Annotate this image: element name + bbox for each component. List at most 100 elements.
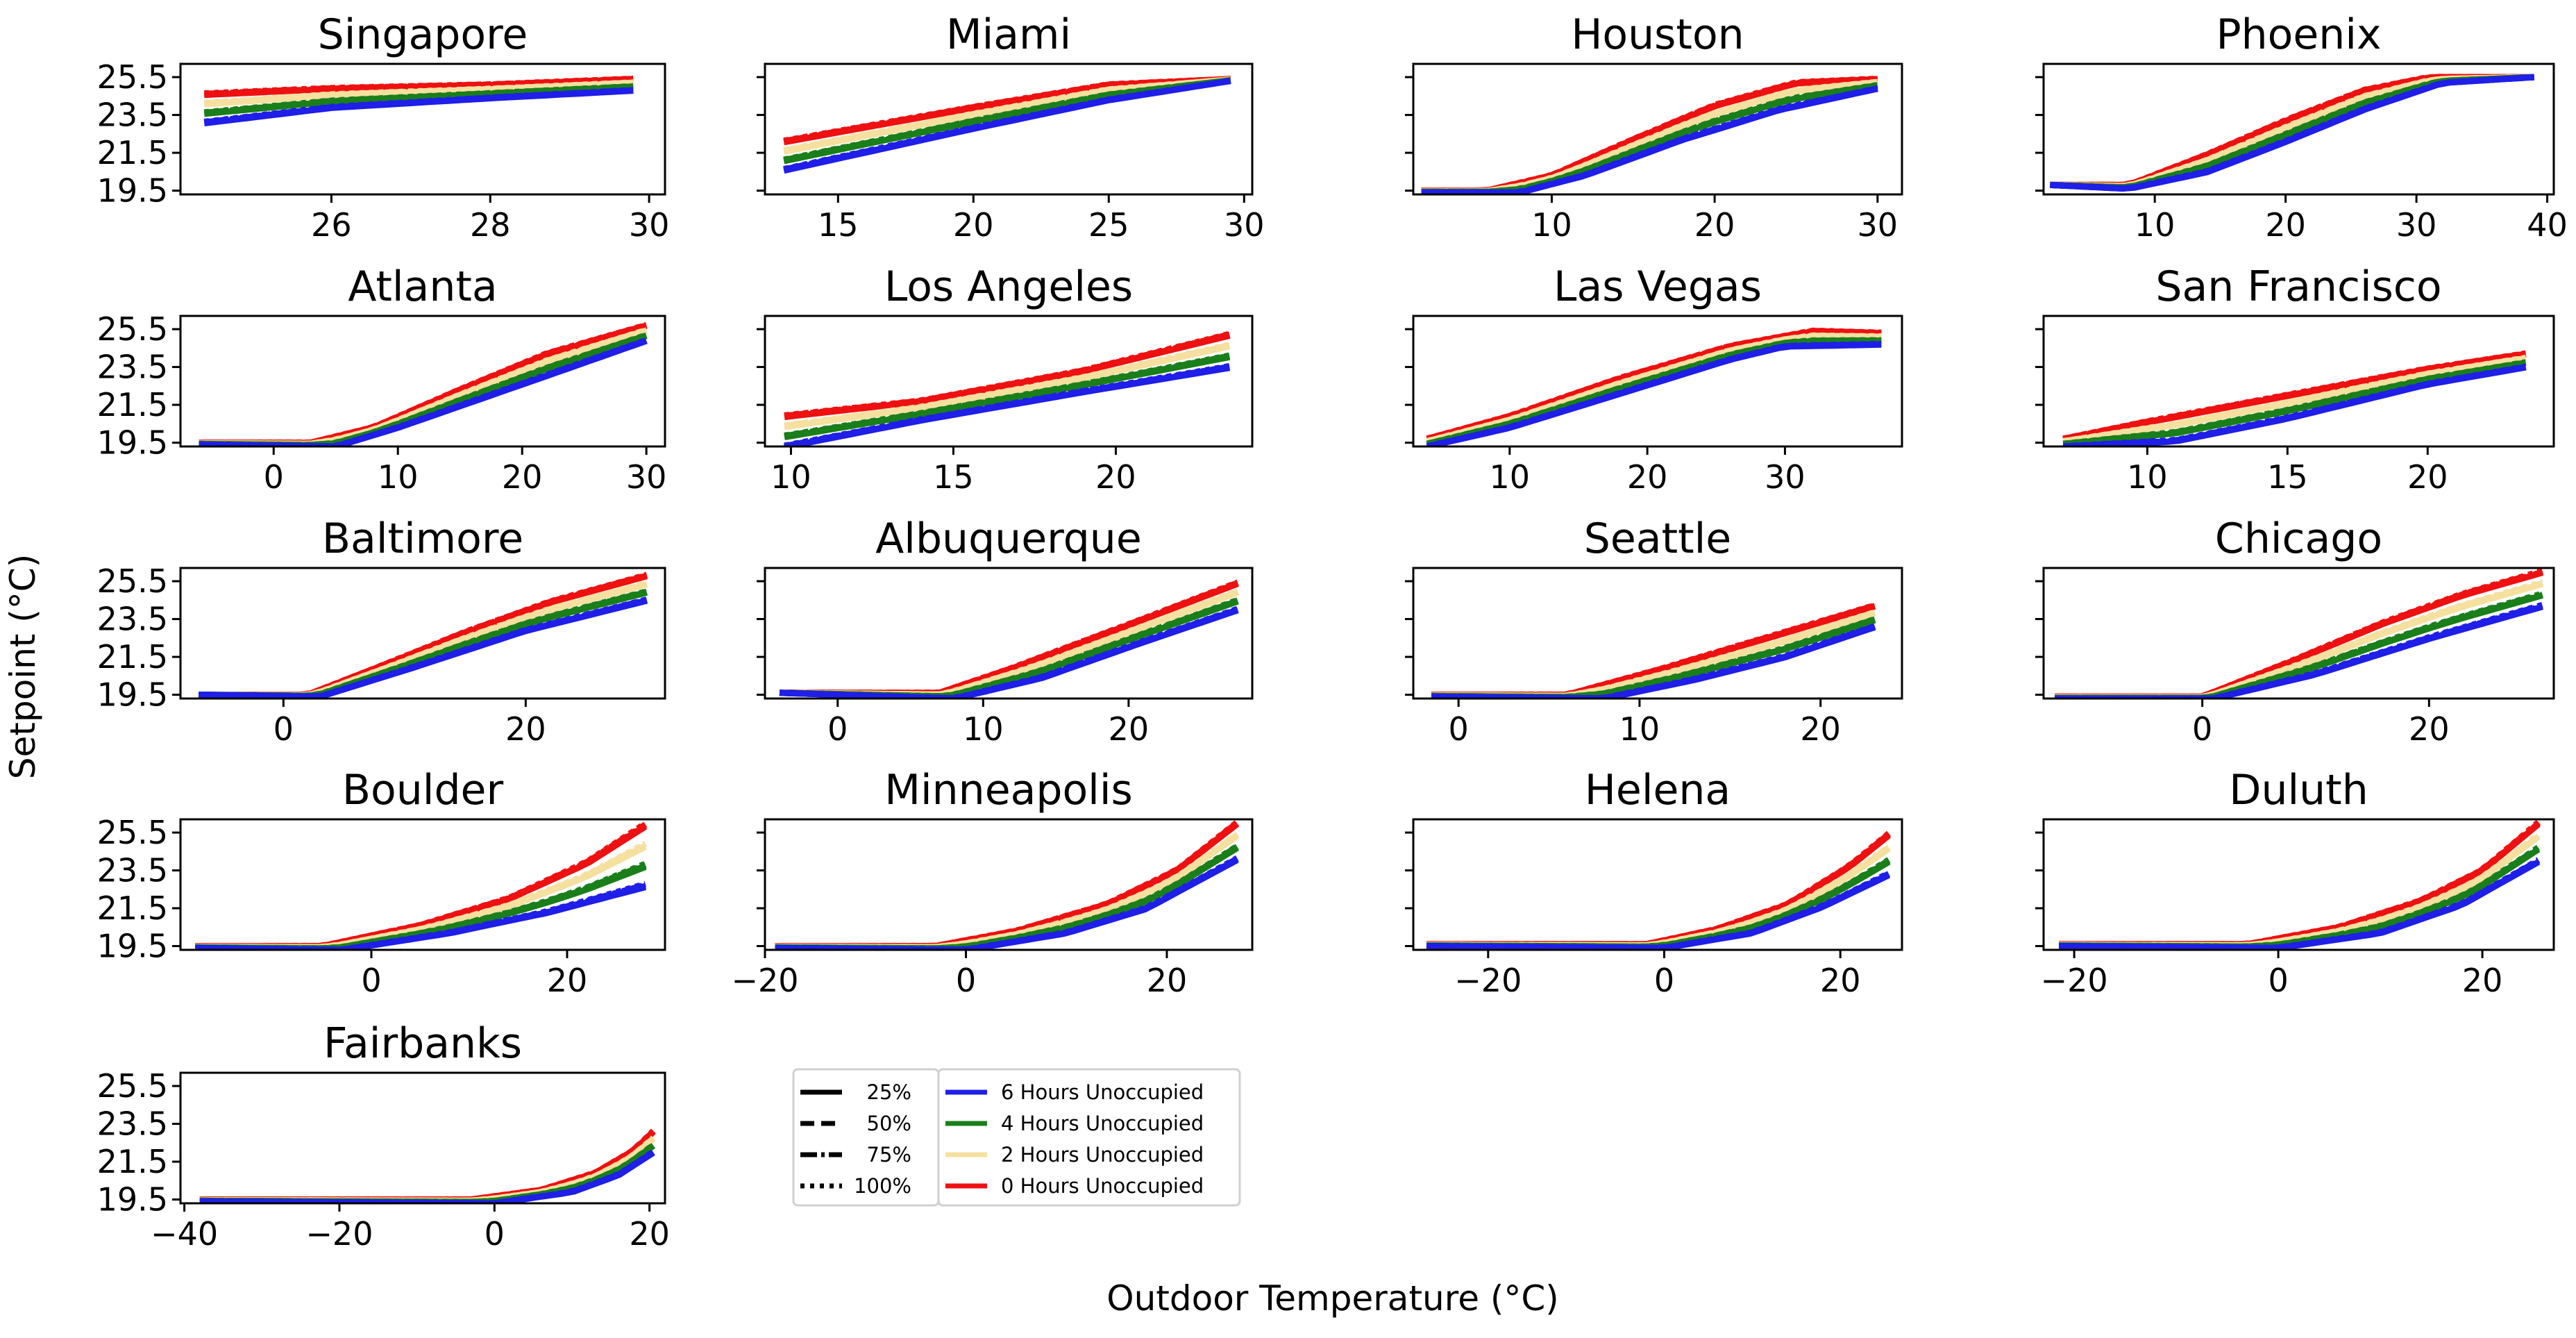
panel-title: Fairbanks — [323, 1019, 522, 1068]
line-6-hours-unoccupied-100pct — [2050, 74, 2534, 192]
series-lines — [199, 321, 648, 446]
panel-chicago: Chicago 0 20 — [2035, 515, 2555, 748]
series-lines — [779, 579, 1239, 699]
panel-title: Las Vegas — [1554, 262, 1762, 311]
panel-title: Los Angeles — [884, 262, 1133, 311]
x-tick-label: 20 — [1627, 458, 1668, 496]
line-6-hours-unoccupied-100pct — [783, 78, 1231, 172]
legend-style-label: 100% — [854, 1174, 911, 1198]
line-2-hours-unoccupied-100pct — [199, 580, 648, 699]
x-axis-label: Outdoor Temperature (°C) — [1106, 1278, 1559, 1319]
x-tick-label: 10 — [378, 458, 419, 496]
panel-title: San Francisco — [2155, 262, 2441, 311]
line-4-hours-unoccupied-25pct — [2055, 592, 2543, 699]
panel-los-angeles: Los Angeles 10 15 20 — [757, 262, 1254, 496]
x-tick-label: −20 — [731, 962, 798, 999]
line-0-hours-unoccupied-100pct — [1421, 75, 1878, 194]
x-tick-label: 28 — [470, 206, 511, 244]
line-2-hours-unoccupied-25pct — [199, 1136, 656, 1203]
plot-frame — [1412, 62, 1903, 196]
panel-title: Singapore — [318, 10, 528, 59]
x-tick-label: 0 — [1654, 962, 1674, 999]
x-tick-label: 30 — [626, 458, 667, 496]
x-tick-label: 30 — [1224, 206, 1265, 244]
panel-title: Helena — [1585, 766, 1731, 814]
y-tick-label: 21.5 — [97, 638, 168, 676]
line-6-hours-unoccupied-100pct — [2063, 363, 2527, 446]
panel-singapore: Singapore 25.523.521.519.5 26 28 30 — [97, 10, 670, 244]
x-tick-label: 20 — [2407, 458, 2448, 496]
x-tick-label: 20 — [2409, 710, 2450, 748]
plot-frame — [1412, 567, 1903, 700]
line-2-hours-unoccupied-100pct — [1426, 332, 1882, 444]
line-0-hours-unoccupied-100pct — [1431, 602, 1876, 698]
panel-title: Seattle — [1584, 515, 1731, 563]
line-4-hours-unoccupied-50pct — [199, 589, 648, 699]
line-6-hours-unoccupied-25pct — [2055, 603, 2543, 699]
y-tick-label: 25.5 — [97, 562, 168, 600]
line-2-hours-unoccupied-100pct — [784, 342, 1231, 429]
plot-frame — [2042, 315, 2555, 448]
panel-san-francisco: San Francisco 10 15 20 — [2035, 262, 2555, 496]
series-lines — [2059, 819, 2541, 950]
y-tick-label: 21.5 — [97, 386, 168, 424]
panel-seattle: Seattle 0 10 20 — [1405, 515, 1903, 748]
line-2-hours-unoccupied-100pct — [1426, 844, 1891, 948]
line-4-hours-unoccupied-100pct — [195, 860, 647, 950]
x-tick-label: 10 — [1619, 710, 1660, 748]
x-tick-label: 20 — [1147, 962, 1188, 999]
line-0-hours-unoccupied-50pct — [775, 821, 1240, 950]
x-tick-label: 20 — [2265, 206, 2306, 244]
legend-hours-label: 6 Hours Unoccupied — [1001, 1080, 1204, 1104]
plot-frame — [764, 315, 1254, 448]
line-6-hours-unoccupied-100pct — [2059, 857, 2541, 950]
line-2-hours-unoccupied-50pct — [1421, 79, 1878, 194]
y-tick-label: 23.5 — [97, 852, 168, 889]
plot-frame — [764, 818, 1254, 951]
panel-title: Atlanta — [348, 262, 497, 311]
panel-albuquerque: Albuquerque 0 10 20 — [757, 515, 1254, 748]
line-4-hours-unoccupied-100pct — [1421, 82, 1878, 194]
line-4-hours-unoccupied-100pct — [2055, 590, 2543, 699]
line-4-hours-unoccupied-100pct — [779, 596, 1239, 699]
legend-occupancy: 25% 50% 75% 100% — [792, 1068, 940, 1207]
y-tick-label: 25.5 — [97, 814, 168, 851]
plot-frame — [179, 1071, 666, 1205]
line-4-hours-unoccupied-75pct — [2055, 591, 2543, 699]
plot-frame — [764, 62, 1254, 196]
panel-duluth: Duluth −20 0 20 — [2035, 766, 2555, 999]
panel-baltimore: Baltimore 25.523.521.519.5 0 20 — [97, 515, 666, 748]
panel-title: Miami — [946, 10, 1071, 59]
y-tick-label: 21.5 — [97, 889, 168, 927]
series-lines — [1426, 830, 1891, 950]
x-tick-label: 0 — [2192, 710, 2212, 748]
plot-frame — [1412, 315, 1903, 448]
legend-hours-label: 4 Hours Unoccupied — [1001, 1112, 1204, 1135]
y-tick-label: 19.5 — [97, 928, 168, 965]
legend-hours-label: 2 Hours Unoccupied — [1001, 1143, 1204, 1166]
plot-frame — [2042, 62, 2555, 196]
y-axis-label: Setpoint (°C) — [3, 554, 43, 779]
y-tick-label: 19.5 — [97, 424, 168, 462]
series-lines — [775, 819, 1240, 950]
x-tick-label: −40 — [151, 1215, 218, 1253]
line-0-hours-unoccupied-100pct — [199, 321, 648, 446]
plot-frame — [179, 62, 666, 196]
plot-frame — [764, 567, 1254, 700]
line-0-hours-unoccupied-100pct — [783, 76, 1231, 144]
x-tick-label: 10 — [1531, 206, 1572, 244]
legend-hours-frame — [937, 1068, 1241, 1207]
panel-title: Albuquerque — [875, 515, 1142, 563]
panel-las-vegas: Las Vegas 10 20 30 — [1405, 262, 1903, 496]
line-6-hours-unoccupied-100pct — [775, 855, 1239, 950]
x-tick-label: 30 — [1858, 206, 1899, 244]
x-tick-label: 30 — [629, 206, 670, 244]
line-6-hours-unoccupied-100pct — [203, 87, 634, 125]
series-lines — [2055, 568, 2543, 699]
y-tick-label: 23.5 — [97, 97, 168, 134]
x-tick-label: 20 — [1694, 206, 1735, 244]
line-2-hours-unoccupied-50pct — [199, 580, 648, 699]
line-6-hours-unoccupied-100pct — [199, 337, 648, 446]
